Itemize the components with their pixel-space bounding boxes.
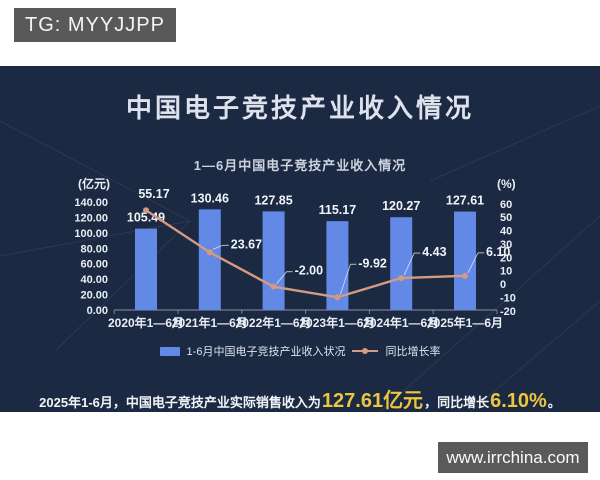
tick-label: 0 — [500, 279, 506, 291]
footnote-revenue-highlight: 127.61亿元 — [321, 390, 424, 412]
tick-label: 60.00 — [80, 259, 108, 271]
cat-label: 2020年1—6月 — [108, 315, 184, 330]
legend-line-swatch — [352, 348, 379, 354]
bar-2022年1—6月 — [262, 211, 285, 310]
tick-label: 20.00 — [80, 290, 108, 302]
footnote-mid: ，同比增长 — [424, 395, 490, 410]
val-label: 130.46 — [191, 191, 229, 205]
val-label: 127.61 — [446, 194, 484, 208]
tick-label: 140.00 — [74, 197, 108, 209]
val-label: 4.43 — [422, 245, 446, 259]
tick-label: 30 — [500, 239, 512, 251]
combo-chart: (亿元) (%) 0.00 20.00 40.00 60.00 80.00 100.00 120… — [74, 176, 516, 330]
cat-label: 2025年1—6月 — [427, 315, 503, 330]
tick-label: -20 — [500, 306, 516, 318]
cat-label: 2024年1—6月 — [363, 315, 439, 330]
val-label: 55.17 — [138, 187, 169, 201]
tick-label: 80.00 — [80, 243, 108, 255]
tick-label: 40.00 — [80, 274, 108, 286]
legend-line-label: 同比增长率 — [385, 346, 441, 358]
footnote-tail: 。 — [547, 395, 561, 410]
chart-title: 1—6月中国电子竞技产业收入情况 — [193, 158, 407, 173]
val-label: -2.00 — [295, 264, 324, 278]
tick-label: 120.00 — [74, 212, 108, 224]
val-label: 23.67 — [231, 237, 262, 251]
tick-label: 100.00 — [74, 228, 108, 240]
summary-footnote: 2025年1-6月，中国电子竞技产业实际销售收入为127.61亿元，同比增长6.… — [0, 384, 600, 413]
legend-bar-label: 1-6月中国电子竞技产业收入状况 — [186, 346, 346, 358]
bar-2025年1—6月 — [454, 211, 476, 310]
tick-label: 40 — [500, 226, 512, 238]
val-label: 6.10 — [486, 245, 510, 259]
telegram-watermark-badge: TG: MYYJJPP — [14, 8, 176, 42]
tick-label: 20 — [500, 252, 512, 264]
tick-label: 0.00 — [87, 305, 108, 317]
cat-label: 2022年1—6月 — [236, 315, 312, 330]
cat-label: 2023年1—6月 — [299, 315, 375, 330]
footnote-lead: 2025年1-6月，中国电子竞技产业实际销售收入为 — [39, 395, 321, 410]
val-label: 127.85 — [254, 193, 292, 207]
infographic-panel: 中国电子竞技产业收入情况 1—6月中国电子竞技产业收入情况 (亿元) (%) 0.0… — [0, 66, 600, 412]
bar-2021年1—6月 — [198, 209, 221, 310]
website-watermark-badge: www.irrchina.com — [438, 442, 588, 473]
chart-legend: 1-6月中国电子竞技产业收入状况 同比增长率 — [0, 343, 600, 359]
val-label: -9.92 — [358, 256, 387, 270]
tick-label: -10 — [500, 292, 516, 304]
val-label: 120.27 — [382, 199, 420, 213]
cat-label: 2021年1—6月 — [172, 315, 248, 330]
bar-2020年1—6月 — [135, 228, 157, 310]
page-title: 中国电子竞技产业收入情况 — [125, 93, 474, 123]
val-label: 115.17 — [319, 203, 357, 217]
legend-bar-swatch — [159, 346, 180, 356]
tick-label: 50 — [500, 212, 512, 224]
bar-2024年1—6月 — [390, 217, 413, 310]
decorative-mesh-lines — [0, 105, 600, 412]
val-label: 105.49 — [127, 211, 165, 225]
tick-label: 60 — [500, 199, 512, 211]
tick-label: 10 — [500, 266, 512, 278]
axis-unit: (亿元) — [78, 176, 110, 191]
axis-unit: (%) — [497, 177, 516, 191]
footnote-growth-highlight: 6.10% — [490, 390, 547, 412]
